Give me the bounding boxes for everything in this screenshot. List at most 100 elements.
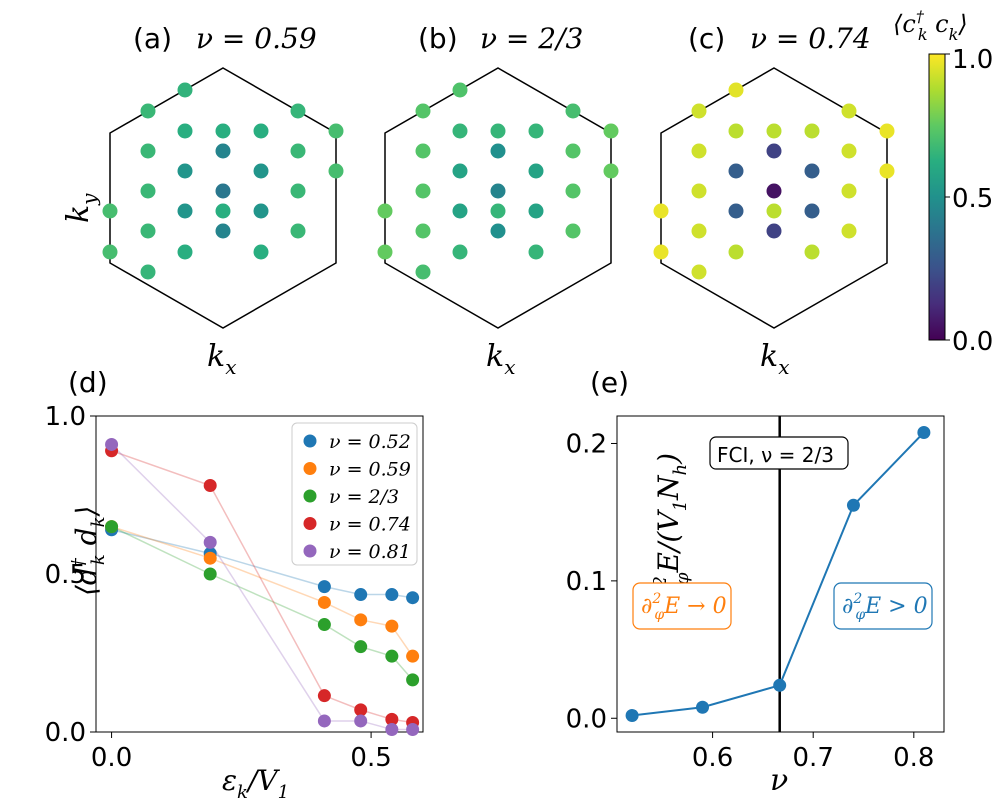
panel-c-prefix: (c) — [688, 22, 725, 55]
k-point-dot — [490, 183, 506, 199]
k-point-dot — [728, 123, 744, 139]
colorbar-tick-label: 0.5 — [952, 184, 993, 214]
legend-label: ν = 0.59 — [329, 459, 411, 481]
data-point — [696, 700, 710, 714]
k-point-dot — [102, 244, 118, 260]
panel-b-nu: ν = 2/3 — [480, 22, 583, 55]
legend-marker — [303, 544, 317, 558]
panel-d-axes: 0.0 0.50.00.51.0ν = 0.52ν = 0.59ν = 2/3ν … — [45, 402, 424, 773]
data-point — [105, 520, 119, 534]
panel-b-xlabel: kx — [486, 339, 515, 379]
data-point — [203, 567, 217, 581]
legend-label: ν = 0.74 — [329, 514, 411, 536]
data-point — [317, 714, 331, 728]
k-point-dot — [728, 203, 744, 219]
panel-c-title: (c) ν = 0.74 — [688, 22, 871, 55]
k-point-dot — [691, 183, 707, 199]
data-point — [406, 722, 420, 736]
legend: ν = 0.52 ν = 0.59 ν = 2/3 ν = 0.74 ν = 0.81 — [291, 422, 418, 566]
y-tick-label: 1.0 — [45, 402, 86, 432]
k-point-dot — [766, 183, 782, 199]
k-point-dot — [528, 163, 544, 179]
annotation-positive-box — [833, 582, 933, 630]
k-point-dot — [328, 123, 344, 139]
k-point-dot — [290, 183, 306, 199]
k-point-dot — [653, 244, 669, 260]
data-point — [317, 595, 331, 609]
colorbar-tick-label: 0.0 — [952, 327, 993, 357]
panel-d-xlabel: εk/V1 — [222, 764, 289, 803]
panel-e-xlabel: ν — [770, 763, 788, 798]
panel-a-xlabel: kx — [207, 339, 236, 379]
k-point-dot — [452, 123, 468, 139]
k-point-dot — [766, 123, 782, 139]
legend-marker — [303, 434, 317, 448]
data-point — [917, 425, 931, 439]
panel-c-hexagon — [653, 67, 895, 329]
colorbar-label: ⟨c† k ck⟩ — [893, 7, 968, 44]
k-point-dot — [177, 163, 193, 179]
k-point-dot — [177, 244, 193, 260]
data-point — [354, 588, 368, 602]
data-point — [354, 613, 368, 627]
k-point-dot — [377, 244, 393, 260]
k-point-dot — [691, 103, 707, 119]
legend-marker — [303, 462, 317, 475]
k-point-dot — [653, 203, 669, 219]
k-point-dot — [565, 223, 581, 239]
k-point-dot — [140, 143, 156, 159]
k-point-dot — [766, 203, 782, 219]
panel-e-label: (e) — [590, 366, 629, 399]
data-point — [203, 535, 217, 549]
legend-marker — [303, 489, 317, 503]
data-point — [317, 580, 331, 594]
k-point-dot — [253, 244, 269, 260]
k-point-dot — [766, 223, 782, 239]
data-point — [105, 437, 119, 451]
k-point-dot — [140, 183, 156, 199]
k-point-dot — [728, 82, 744, 98]
k-point-dot — [290, 223, 306, 239]
fci-annotation: FCI, ν = 2/3 — [709, 436, 849, 470]
y-tick-label: 0.5 — [45, 560, 86, 590]
k-point-dot — [490, 143, 506, 159]
k-point-dot — [177, 123, 193, 139]
data-point — [846, 498, 860, 512]
data-point — [385, 619, 399, 633]
k-point-dot — [528, 244, 544, 260]
panel-a-prefix: (a) — [133, 22, 172, 55]
k-point-dot — [140, 223, 156, 239]
k-point-dot — [328, 163, 344, 179]
data-point — [354, 703, 368, 717]
annotation-zero-box — [632, 582, 732, 630]
k-point-dot — [215, 143, 231, 159]
k-point-dot — [603, 123, 619, 139]
k-point-dot — [804, 163, 820, 179]
panel-d-ylabel: ⟨d†k dk⟩ — [68, 506, 109, 596]
k-point-dot — [253, 203, 269, 219]
annotation-positive: ∂2 φE > 0 — [833, 582, 933, 630]
k-point-dot — [377, 203, 393, 219]
data-point — [406, 649, 420, 663]
k-point-dot — [528, 123, 544, 139]
y-tick-label: 0.1 — [566, 567, 607, 597]
legend-label: ν = 0.81 — [329, 541, 411, 563]
data-point — [354, 640, 368, 654]
annotation-zero-text: ∂2 φE → 0 — [641, 591, 727, 623]
k-point-dot — [415, 143, 431, 159]
k-point-dot — [215, 123, 231, 139]
k-point-dot — [841, 103, 857, 119]
x-tick-label: 0.8 — [893, 743, 934, 773]
k-point-dot — [691, 143, 707, 159]
data-point — [385, 712, 399, 726]
k-point-dot — [603, 163, 619, 179]
k-point-dot — [804, 203, 820, 219]
k-point-dot — [841, 183, 857, 199]
panel-e-axes: 0.6 0.7 0.8 0.0 0.1 0.2 — [566, 415, 945, 773]
k-point-dot — [728, 244, 744, 260]
k-point-dot — [177, 82, 193, 98]
colorbar: 0.0 0.5 1.0 ⟨c† k ck⟩ — [893, 7, 993, 357]
panel-b-title: (b) ν = 2/3 — [418, 22, 583, 55]
k-point-dot — [102, 203, 118, 219]
